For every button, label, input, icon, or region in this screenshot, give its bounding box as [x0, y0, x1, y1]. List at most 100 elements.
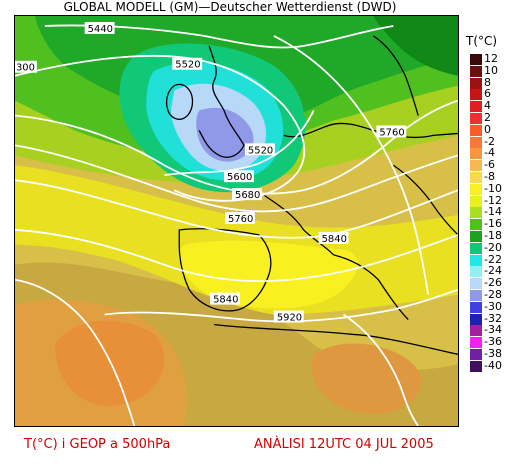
legend-swatch: [470, 207, 482, 219]
legend-label: -2: [484, 134, 495, 148]
legend-swatch: [470, 301, 482, 313]
coast-balkans: [392, 164, 458, 236]
legend-label: -6: [484, 158, 495, 172]
coast-north-africa: [214, 323, 458, 355]
legend-entry: 4: [470, 99, 520, 113]
legend-label: 6: [484, 87, 491, 101]
contour-label-box: [224, 170, 254, 183]
legend-swatch: [470, 89, 482, 101]
legend-entry: -16: [470, 217, 520, 231]
contour-5760: [15, 179, 458, 239]
coast-iberia: [178, 228, 272, 312]
map-title: GLOBAL MODELL (GM)—Deutscher Wetterdiens…: [63, 0, 397, 14]
legend-entry: -24: [470, 264, 520, 278]
legend-label: -40: [484, 358, 502, 372]
legend-entry: -2: [470, 134, 520, 148]
legend-swatch: [470, 54, 482, 65]
legend-swatch: [470, 136, 482, 148]
legend-swatch: [470, 65, 482, 77]
contour-label-box: [273, 310, 304, 323]
legend-entry: 0: [470, 122, 520, 136]
contour-label: 5840: [322, 234, 347, 245]
contour-label: 5520: [175, 60, 200, 71]
legend-swatch: [470, 195, 482, 207]
legend-entry: -4: [470, 146, 520, 160]
legend-label: 8: [484, 75, 491, 89]
contour-label: 5440: [88, 24, 113, 35]
orange-patch-sahara: [311, 343, 422, 415]
legend-swatch: [470, 148, 482, 160]
legend-label: -34: [484, 323, 502, 337]
legend-swatch: [470, 266, 482, 278]
contour-label: 5680: [235, 190, 260, 201]
orange-patch-atlantic: [54, 320, 165, 407]
legend-label: 0: [484, 122, 491, 136]
legend-label: -30: [484, 299, 502, 313]
legend-entry: -10: [470, 181, 520, 195]
legend-entry: -38: [470, 347, 520, 360]
contour-label-box: [15, 60, 37, 73]
contour-label-box: [84, 21, 115, 34]
contour-5880-east: [343, 313, 419, 426]
legend-swatch: [470, 113, 482, 124]
legend-entry: -26: [470, 276, 520, 290]
legend-swatch: [470, 124, 482, 136]
legend-label: 10: [484, 63, 498, 77]
legend-swatch: [470, 160, 482, 172]
legend-label: -18: [484, 229, 502, 242]
coastlines: [165, 35, 458, 355]
contour-label-group: 5440 5520 5520 5600 5680 5760 5760 5840 …: [15, 21, 407, 324]
contour-label-box: [172, 57, 203, 70]
legend-entry: -40: [470, 358, 520, 372]
coast-ireland: [165, 83, 194, 120]
legend-entry: -8: [470, 170, 520, 183]
coast-italy: [333, 254, 409, 320]
legend-label: -4: [484, 146, 495, 160]
contour-label: 5760: [228, 214, 253, 225]
contour-label: 5760: [379, 127, 404, 138]
contour-label: 5920: [277, 313, 302, 324]
legend-label: -12: [484, 193, 502, 207]
coast-north-sea: [283, 122, 458, 139]
legend-entry: -22: [470, 253, 520, 266]
contour-label-box: [244, 143, 275, 156]
map-canvas: 5440 5520 5520 5600 5680 5760 5760 5840 …: [15, 16, 458, 426]
legend-swatch: [470, 254, 482, 266]
footer-analysis-time: ANÀLISI 12UTC 04 JUL 2005: [254, 437, 434, 452]
contour-label: 5520: [248, 145, 273, 156]
legend-label: -14: [484, 205, 502, 219]
legend-swatch: [470, 242, 482, 254]
contour-label: 5840: [213, 295, 238, 306]
legend-swatch: [470, 101, 482, 113]
coast-great-britain: [198, 45, 245, 158]
legend-entry: -6: [470, 158, 520, 172]
legend-label: -8: [484, 170, 495, 183]
legend-label: -24: [484, 264, 502, 278]
legend-label: -20: [484, 240, 502, 254]
contour-5880-west: [15, 278, 136, 426]
legend-entry: -32: [470, 312, 520, 325]
legend-label: -38: [484, 347, 502, 360]
legend-entry: -18: [470, 229, 520, 242]
legend-label: -36: [484, 335, 502, 349]
contour-label: 5600: [227, 172, 252, 183]
legend-swatch: [470, 360, 482, 372]
legend-entry: 8: [470, 75, 520, 89]
legend-swatch: [470, 172, 482, 183]
dark-green-scandinavia: [373, 16, 458, 76]
legend-label: 4: [484, 99, 491, 113]
coast-france-west: [263, 194, 335, 256]
legend-swatch: [470, 219, 482, 231]
legend-swatch: [470, 337, 482, 349]
legend-entry: 6: [470, 87, 520, 101]
legend-entry: -12: [470, 193, 520, 207]
legend-swatch: [470, 183, 482, 195]
legend-swatch: [470, 278, 482, 290]
legend-label: -26: [484, 276, 502, 290]
legend-label: 12: [484, 52, 498, 65]
map-frame: 5440 5520 5520 5600 5680 5760 5760 5840 …: [14, 15, 459, 427]
contour-label-box: [376, 125, 407, 138]
legend-entry: -28: [470, 288, 520, 301]
legend-entry: 2: [470, 111, 520, 124]
legend-label: -10: [484, 181, 502, 195]
